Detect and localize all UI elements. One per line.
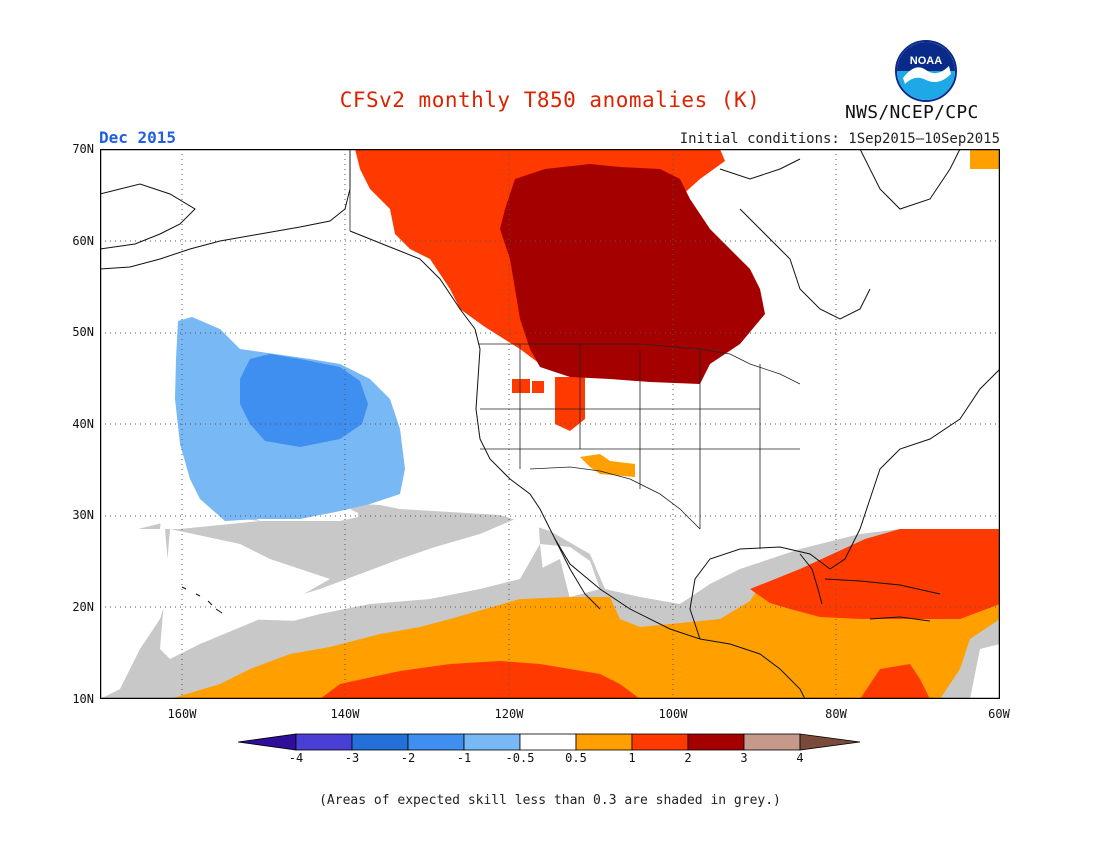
lon-label-60w: 60W (988, 707, 1010, 721)
colorbar-swatch (463, 733, 521, 751)
colorbar-label: -0.5 (505, 751, 535, 765)
noaa-logo: NOAA (895, 40, 957, 102)
colorbar-label: -1 (456, 751, 472, 765)
lat-label-20n: 20N (72, 600, 94, 614)
lon-label-100w: 100W (658, 707, 688, 721)
colorbar-swatch (351, 733, 409, 751)
lat-label-50n: 50N (72, 325, 94, 339)
colorbar-label: -4 (288, 751, 304, 765)
colorbar-label: 0.5 (565, 751, 587, 765)
org-label: NWS/NCEP/CPC (845, 102, 979, 123)
political-boundaries (349, 149, 801, 549)
lat-label-40n: 40N (72, 417, 94, 431)
colorbar-arrow-high (799, 733, 861, 751)
colorbar-swatch (407, 733, 465, 751)
lat-label-10n: 10N (72, 692, 94, 706)
colorbar-swatch (519, 733, 577, 751)
lon-label-160w: 160W (167, 707, 197, 721)
colorbar-label: 4 (796, 751, 804, 765)
low-skill-grey-region (100, 149, 1000, 699)
anomaly-2-3-dark-red (500, 164, 765, 384)
colorbar-label: -3 (344, 751, 360, 765)
colorbar-label: 1 (628, 751, 636, 765)
colorbar-swatch (631, 733, 689, 751)
colorbar-swatch (687, 733, 745, 751)
colorbar-swatch (575, 733, 633, 751)
colorbar-label: -2 (400, 751, 416, 765)
coastlines (100, 149, 1000, 699)
colorbar-label: 3 (740, 751, 748, 765)
colorbar-label: 2 (684, 751, 692, 765)
colorbar (238, 733, 861, 751)
colorbar-swatch (295, 733, 353, 751)
lat-label-30n: 30N (72, 508, 94, 522)
logo-text: NOAA (910, 55, 942, 67)
graticule (100, 149, 1000, 699)
lon-label-120w: 120W (494, 707, 524, 721)
lon-label-140w: 140W (330, 707, 360, 721)
initial-conditions: Initial conditions: 1Sep2015—10Sep2015 (679, 131, 1000, 147)
footnote: (Areas of expected skill less than 0.3 a… (319, 793, 781, 808)
anomaly-1-2-red-orange (320, 149, 1000, 699)
forecast-month: Dec 2015 (99, 128, 177, 147)
anomaly-map (100, 149, 1000, 699)
lat-label-60n: 60N (72, 234, 94, 248)
lat-label-70n: 70N (72, 142, 94, 156)
chart-title: CFSv2 monthly T850 anomalies (K) (339, 88, 761, 112)
map-frame (100, 149, 1000, 699)
colorbar-arrow-low (238, 733, 297, 751)
anomaly-0.5-1-orange (170, 149, 1000, 699)
lon-label-80w: 80W (825, 707, 847, 721)
colorbar-swatch (743, 733, 801, 751)
low-skill-grey-ocean (235, 559, 570, 649)
